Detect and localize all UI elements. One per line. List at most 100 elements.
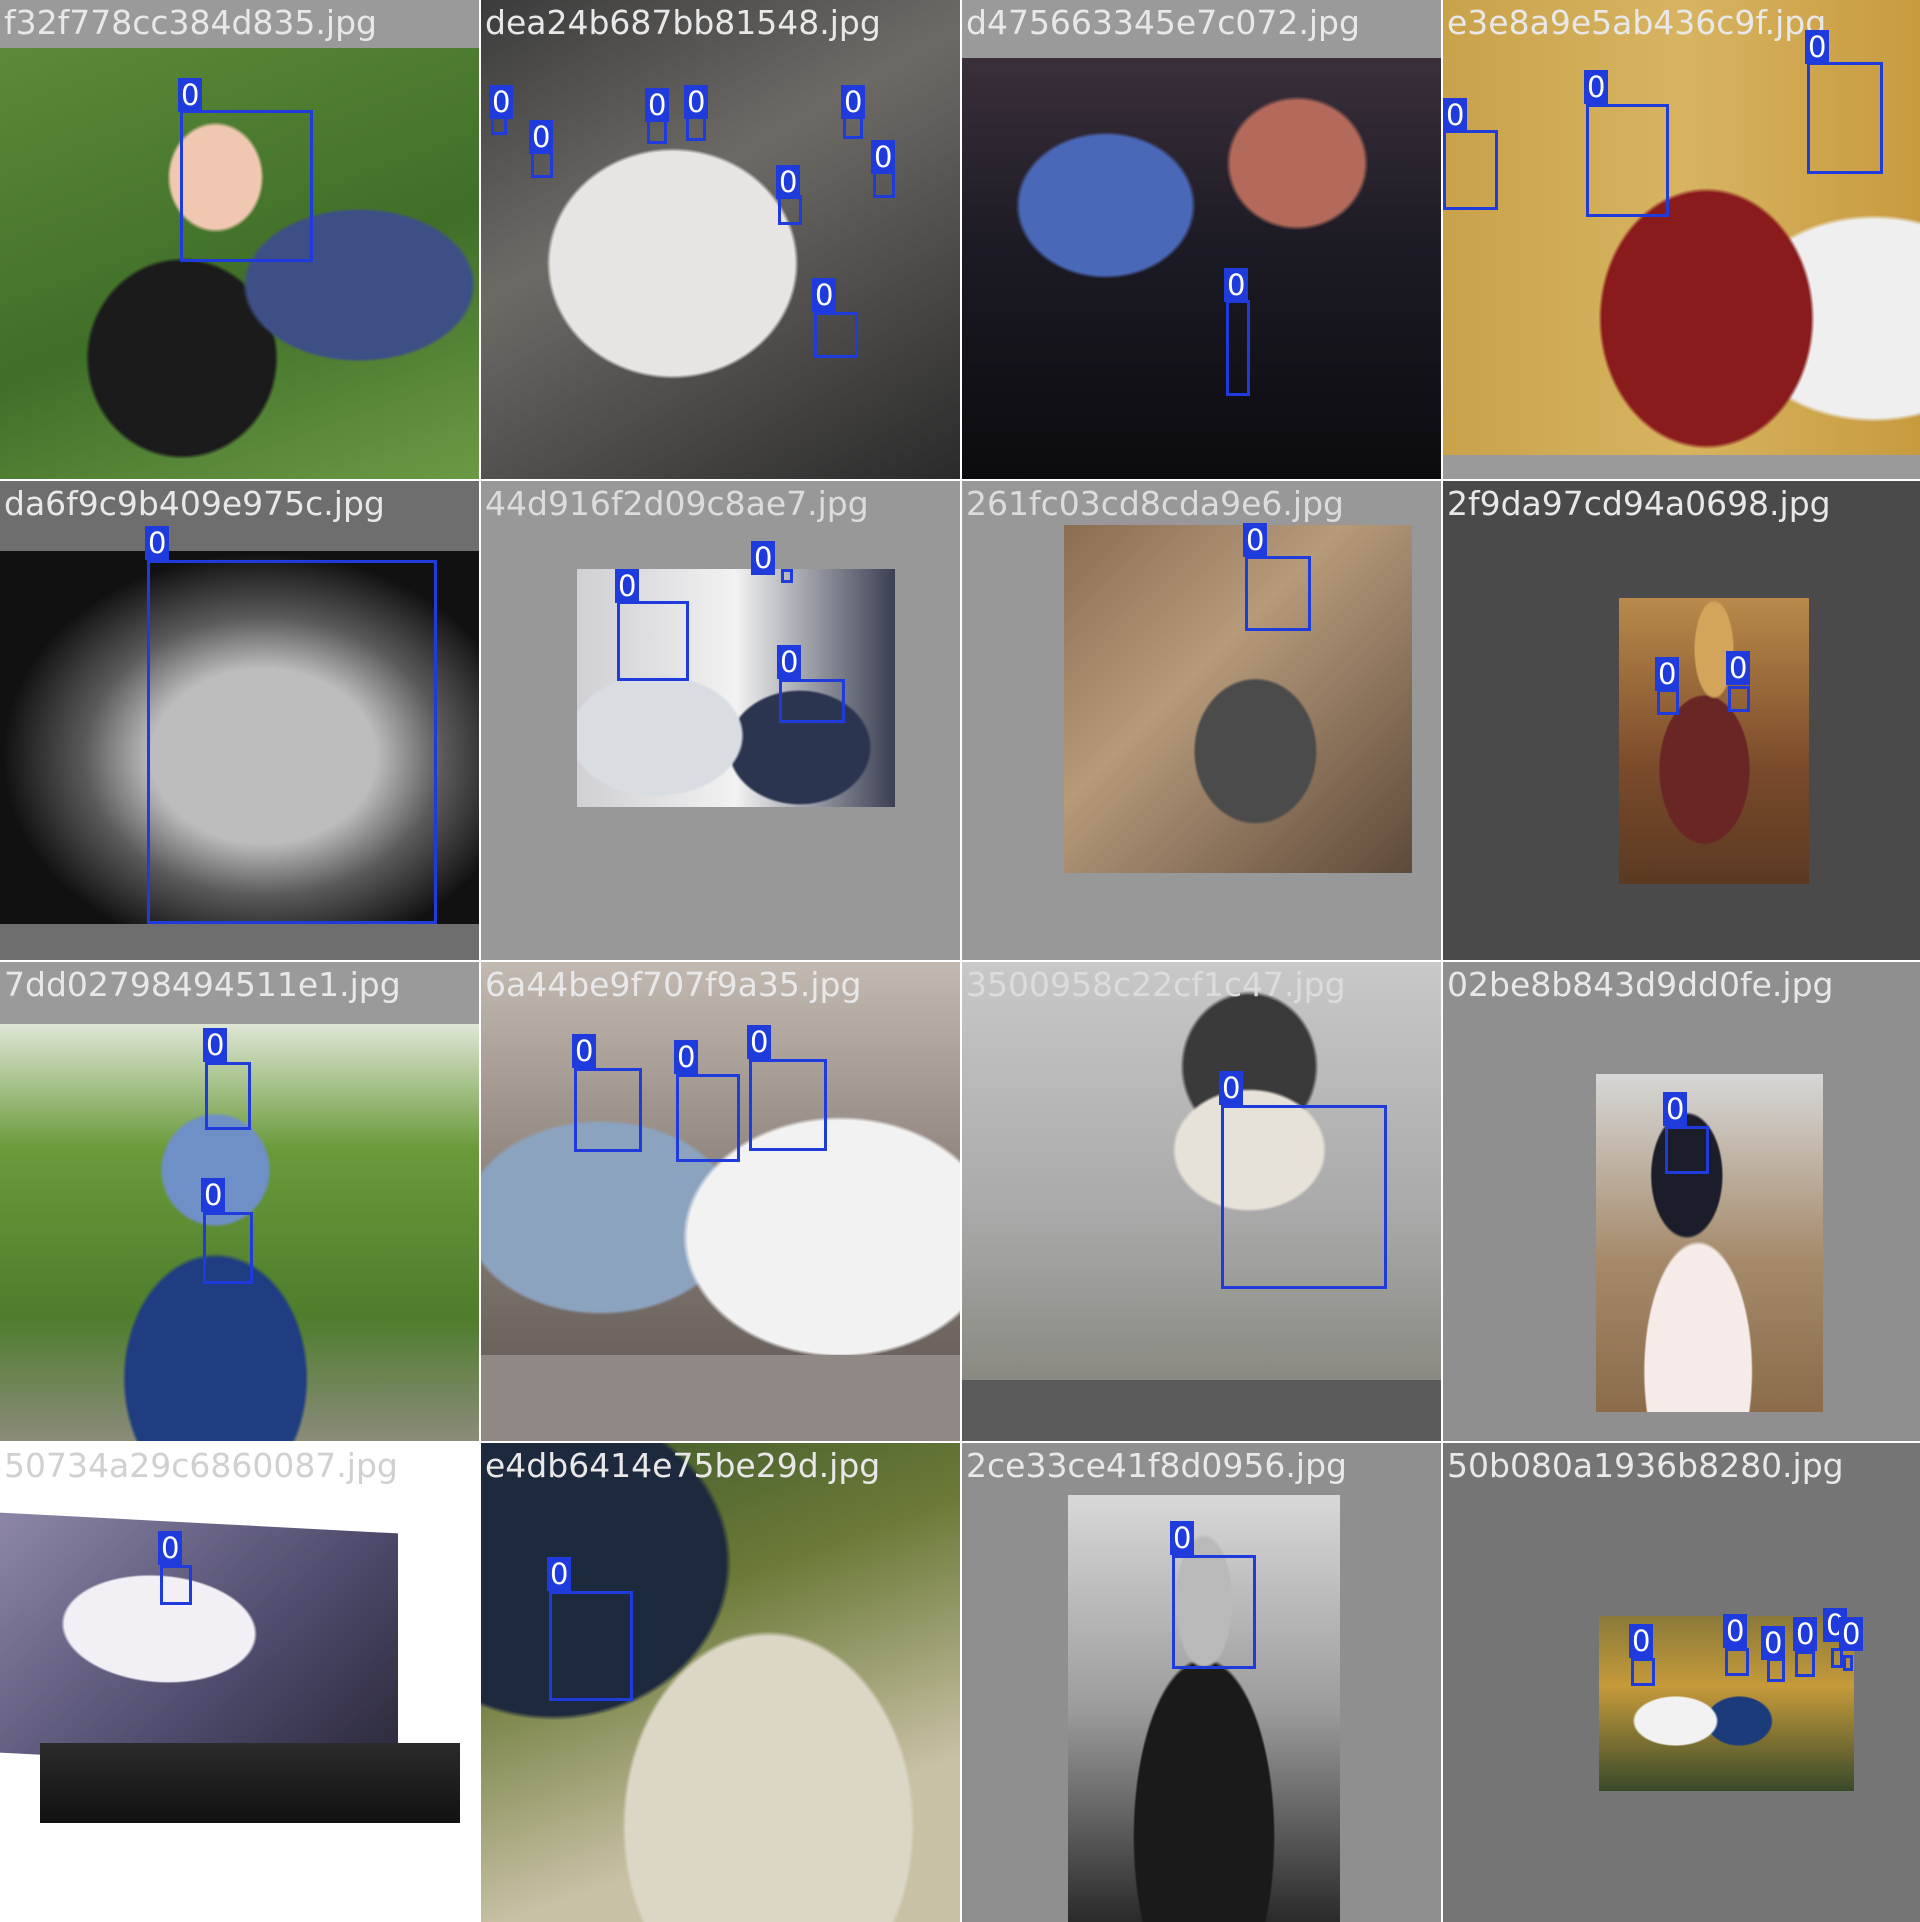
grid-divider bbox=[0, 960, 1920, 962]
bbox-label: 0 bbox=[203, 1028, 228, 1062]
face-bbox bbox=[549, 1591, 633, 1701]
tile-filename: 261fc03cd8cda9e6.jpg bbox=[966, 484, 1344, 523]
bbox-label: 0 bbox=[1726, 651, 1751, 685]
face-bbox bbox=[1221, 1105, 1387, 1289]
bbox-label: 0 bbox=[684, 85, 709, 119]
tile-10: 6a44be9f707f9a35.jpg 0 0 0 bbox=[481, 962, 960, 1441]
tile-filename: da6f9c9b409e975c.jpg bbox=[4, 484, 385, 523]
bbox-label: 0 bbox=[747, 1025, 772, 1059]
bbox-label: 0 bbox=[751, 541, 776, 575]
face-bbox bbox=[1172, 1555, 1256, 1669]
face-bbox bbox=[1767, 1658, 1785, 1682]
face-bbox bbox=[749, 1059, 827, 1151]
face-bbox bbox=[1831, 1648, 1843, 1668]
photo-three-men bbox=[1443, 0, 1920, 455]
tile-15: 2ce33ce41f8d0956.jpg 0 bbox=[962, 1443, 1441, 1922]
face-bbox bbox=[1843, 1655, 1853, 1671]
tile-11: 3500958c22cf1c47.jpg 0 bbox=[962, 962, 1441, 1441]
tile-filename: f32f778cc384d835.jpg bbox=[4, 3, 377, 42]
face-bbox bbox=[779, 679, 845, 723]
photo-child-garden-sand bbox=[481, 1443, 960, 1922]
face-bbox bbox=[180, 110, 313, 262]
tile-6: 44d916f2d09c8ae7.jpg 0 0 0 bbox=[481, 481, 960, 960]
photo-portrait-closeup bbox=[0, 551, 479, 924]
bbox-label: 0 bbox=[1793, 1617, 1818, 1651]
photo-woman-drawing bbox=[1596, 1074, 1823, 1412]
face-bbox bbox=[1728, 686, 1750, 712]
bbox-label: 0 bbox=[871, 140, 896, 174]
tile-filename: 2f9da97cd94a0698.jpg bbox=[1447, 484, 1831, 523]
bbox-label: 0 bbox=[158, 1531, 183, 1565]
tile-8: 2f9da97cd94a0698.jpg 0 0 bbox=[1443, 481, 1920, 960]
bbox-label: 0 bbox=[645, 88, 670, 122]
bbox-label: 0 bbox=[1839, 1617, 1864, 1651]
tile-filename: 50734a29c6860087.jpg bbox=[4, 1446, 398, 1485]
tile-3: d475663345e7c072.jpg 0 bbox=[962, 0, 1441, 479]
photo-man-black-vest bbox=[1068, 1495, 1340, 1922]
face-bbox bbox=[778, 195, 802, 225]
bbox-label: 0 bbox=[1723, 1614, 1748, 1648]
tile-1: f32f778cc384d835.jpg 0 bbox=[0, 0, 479, 479]
tile-14: e4db6414e75be29d.jpg 0 bbox=[481, 1443, 960, 1922]
grid-divider bbox=[0, 479, 1920, 481]
face-bbox bbox=[781, 569, 793, 583]
photo-billboard-frame bbox=[40, 1743, 460, 1823]
bbox-label: 0 bbox=[841, 85, 866, 119]
photo-bottom-band bbox=[962, 1380, 1441, 1441]
face-bbox bbox=[531, 150, 553, 178]
face-bbox bbox=[814, 312, 858, 358]
face-bbox bbox=[1665, 1126, 1709, 1174]
face-bbox bbox=[1586, 104, 1669, 217]
face-bbox bbox=[1226, 300, 1250, 396]
bbox-label: 0 bbox=[529, 120, 554, 154]
tile-9: 7dd02798494511e1.jpg 0 0 bbox=[0, 962, 479, 1441]
bbox-label: 0 bbox=[1224, 268, 1249, 302]
tile-filename: 6a44be9f707f9a35.jpg bbox=[485, 965, 862, 1004]
bbox-label: 0 bbox=[178, 78, 203, 112]
grid-divider bbox=[0, 1441, 1920, 1443]
tile-filename: e4db6414e75be29d.jpg bbox=[485, 1446, 881, 1485]
bbox-label: 0 bbox=[674, 1040, 699, 1074]
tile-16: 50b080a1936b8280.jpg 0 0 0 0 0 0 bbox=[1443, 1443, 1920, 1922]
bbox-label: 0 bbox=[1761, 1626, 1786, 1660]
tile-2: dea24b687bb81548.jpg 0 0 0 0 0 0 0 0 bbox=[481, 0, 960, 479]
photo-table-party bbox=[481, 0, 960, 479]
tile-filename: dea24b687bb81548.jpg bbox=[485, 3, 881, 42]
face-bbox bbox=[203, 1212, 253, 1284]
bbox-label: 0 bbox=[776, 165, 801, 199]
photo-couple-garden bbox=[0, 1024, 479, 1441]
face-bbox bbox=[873, 170, 895, 198]
tile-filename: e3e8a9e5ab436c9f.jpg bbox=[1447, 3, 1827, 42]
tile-4: e3e8a9e5ab436c9f.jpg 0 0 0 bbox=[1443, 0, 1920, 479]
bbox-label: 0 bbox=[572, 1034, 597, 1068]
face-bbox bbox=[1657, 689, 1679, 715]
bbox-label: 0 bbox=[1663, 1092, 1688, 1126]
bbox-label: 0 bbox=[1243, 523, 1268, 557]
tile-filename: 44d916f2d09c8ae7.jpg bbox=[485, 484, 869, 523]
bbox-label: 0 bbox=[1805, 30, 1830, 64]
bbox-label: 0 bbox=[547, 1557, 572, 1591]
face-bbox bbox=[1443, 130, 1498, 210]
face-bbox bbox=[1245, 556, 1311, 631]
bbox-label: 0 bbox=[145, 526, 170, 560]
photo-two-veterans-seated bbox=[1619, 598, 1809, 884]
bbox-label: 0 bbox=[1629, 1624, 1654, 1658]
bbox-label: 0 bbox=[201, 1178, 226, 1212]
face-bbox bbox=[147, 560, 437, 924]
tile-filename: 3500958c22cf1c47.jpg bbox=[966, 965, 1346, 1004]
face-bbox bbox=[1725, 1648, 1749, 1676]
bbox-label: 0 bbox=[1170, 1521, 1195, 1555]
face-bbox bbox=[1807, 62, 1883, 174]
face-bbox bbox=[1631, 1658, 1655, 1686]
tile-13: 50734a29c6860087.jpg 0 bbox=[0, 1443, 479, 1922]
tile-5: da6f9c9b409e975c.jpg 0 bbox=[0, 481, 479, 960]
tile-filename: 2ce33ce41f8d0956.jpg bbox=[966, 1446, 1347, 1485]
photo-woman-with-dog bbox=[0, 48, 479, 479]
bbox-label: 0 bbox=[1443, 98, 1468, 132]
face-bbox bbox=[574, 1068, 642, 1152]
bbox-label: 0 bbox=[1584, 70, 1609, 104]
bbox-label: 0 bbox=[777, 645, 802, 679]
tile-filename: 50b080a1936b8280.jpg bbox=[1447, 1446, 1844, 1485]
tile-filename: 7dd02798494511e1.jpg bbox=[4, 965, 401, 1004]
tile-12: 02be8b843d9dd0fe.jpg 0 bbox=[1443, 962, 1920, 1441]
